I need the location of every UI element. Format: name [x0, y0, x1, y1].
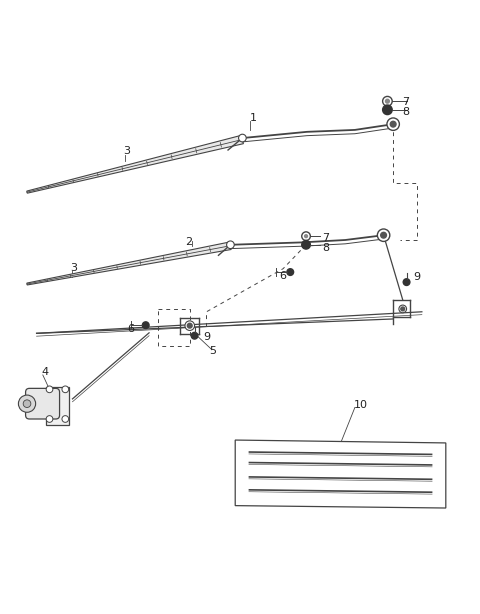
Circle shape: [387, 118, 399, 130]
Text: 8: 8: [402, 107, 409, 117]
Circle shape: [302, 232, 311, 241]
Circle shape: [239, 134, 246, 142]
Text: 4: 4: [41, 367, 48, 376]
Circle shape: [62, 386, 69, 393]
Polygon shape: [27, 242, 231, 285]
Text: 9: 9: [413, 273, 420, 282]
Circle shape: [18, 395, 36, 412]
Circle shape: [62, 416, 69, 422]
Circle shape: [403, 279, 410, 286]
Circle shape: [383, 96, 392, 106]
Circle shape: [46, 386, 53, 393]
Circle shape: [377, 229, 390, 241]
Circle shape: [385, 99, 389, 103]
Circle shape: [287, 269, 294, 276]
Circle shape: [302, 241, 311, 249]
Text: 2: 2: [185, 238, 192, 247]
Text: 8: 8: [323, 243, 329, 252]
Circle shape: [401, 307, 405, 311]
Circle shape: [185, 321, 194, 330]
Circle shape: [227, 241, 234, 249]
Circle shape: [383, 105, 392, 115]
Circle shape: [390, 122, 396, 127]
Polygon shape: [27, 135, 243, 193]
Circle shape: [187, 324, 192, 328]
Circle shape: [399, 305, 407, 313]
Text: 7: 7: [323, 233, 329, 243]
Text: 6: 6: [279, 271, 286, 281]
Text: 6: 6: [128, 324, 134, 333]
Text: 5: 5: [209, 346, 216, 356]
Circle shape: [305, 235, 308, 238]
Bar: [46, 387, 69, 426]
FancyBboxPatch shape: [25, 389, 60, 419]
Text: 7: 7: [402, 97, 409, 107]
Text: 10: 10: [354, 400, 368, 410]
Circle shape: [46, 416, 53, 422]
Text: 9: 9: [204, 332, 211, 342]
Circle shape: [23, 400, 31, 408]
Polygon shape: [235, 440, 446, 508]
Text: 1: 1: [250, 113, 257, 123]
Text: 3: 3: [123, 147, 130, 157]
Circle shape: [191, 332, 198, 339]
Circle shape: [143, 322, 149, 328]
Circle shape: [381, 232, 386, 238]
Text: 3: 3: [70, 263, 77, 273]
